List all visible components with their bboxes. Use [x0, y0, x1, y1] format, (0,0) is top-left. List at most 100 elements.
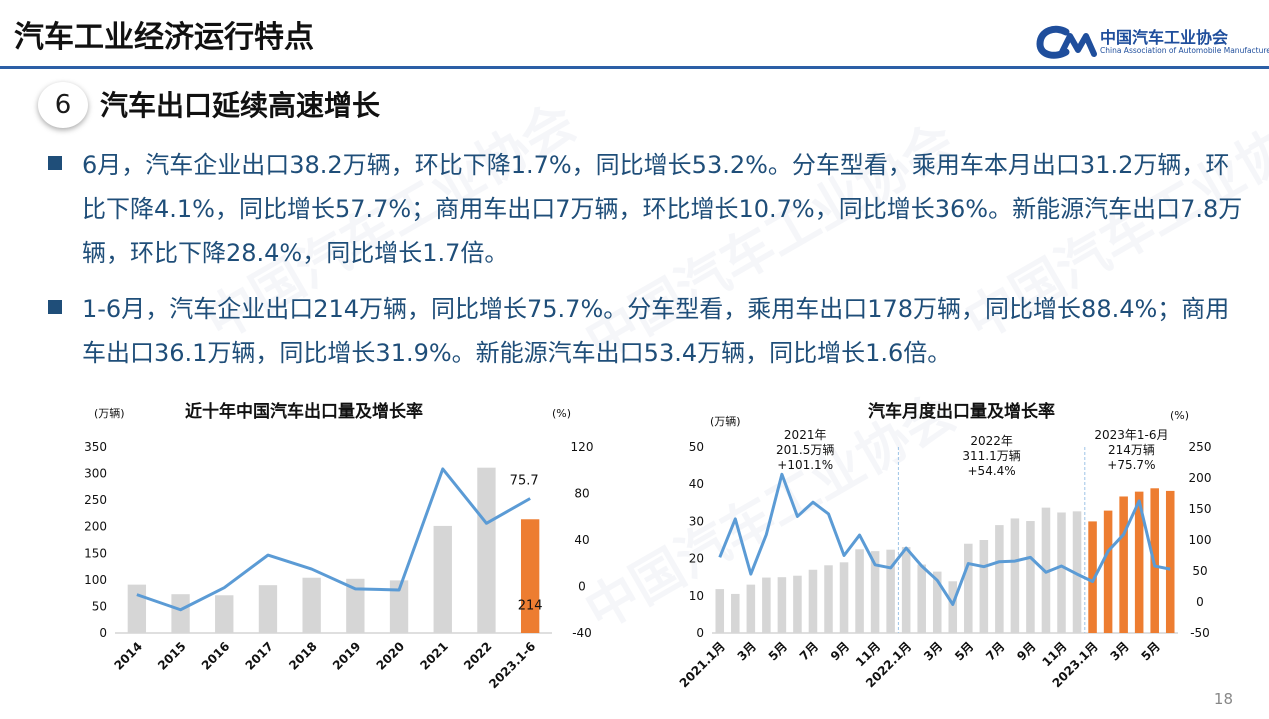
x-tick-label: 2020 [374, 639, 408, 673]
bar [302, 577, 321, 633]
data-label: 214 [518, 598, 543, 613]
bar [520, 519, 540, 633]
bar [1072, 511, 1082, 633]
x-tick-label: 7月 [983, 639, 1007, 663]
bar [964, 543, 973, 633]
y-tick-label: 20 [689, 552, 704, 566]
bar [1057, 512, 1066, 633]
bar [995, 525, 1004, 633]
x-tick-label: 2023.1-6 [486, 639, 538, 691]
x-tick-label: 2016 [199, 639, 233, 673]
x-tick-label: 3月 [735, 639, 759, 663]
y2-tick-label: 100 [1189, 533, 1212, 547]
bar [886, 549, 895, 633]
x-tick-label: 2021 [417, 639, 451, 673]
annotation-label: 214万辆 [1108, 443, 1155, 457]
bar [855, 549, 864, 633]
y-tick-label: 30 [689, 514, 704, 528]
bar [171, 594, 190, 633]
monthly-export-chart: 汽车月度出口量及增长率 (万辆) (%) 0 10 20 30 40 50 -50 0 50 10… [677, 401, 1212, 690]
y-tick-label: 350 [84, 440, 107, 454]
y2-axis-label: (%) [1170, 409, 1189, 422]
bar [1010, 518, 1020, 633]
page-header-title: 汽车工业经济运行特点 [14, 20, 314, 55]
y-axis-label: (万辆) [94, 406, 125, 420]
y-axis-label: (万辆) [710, 414, 741, 428]
y2-tick-label: 0 [578, 580, 586, 594]
bar [731, 593, 740, 633]
annotation-label: +75.7% [1107, 458, 1155, 472]
x-tick-label: 9月 [1014, 639, 1038, 663]
bar [979, 540, 989, 633]
y2-tick-label: -40 [572, 626, 592, 640]
bar [215, 595, 234, 633]
x-tick-label: 2019 [330, 639, 364, 673]
series-line [718, 472, 1171, 606]
y2-tick-label: 200 [1189, 471, 1212, 485]
logo-chinese-name: 中国汽车工业协会 [1100, 28, 1229, 47]
y2-tick-label: 0 [1196, 595, 1204, 609]
bullet-item: 1-6月，汽车企业出口214万辆，同比增长75.7%。分车型看，乘用车出口178… [48, 287, 1248, 382]
logo-english-name: China Association of Automobile Manufact… [1100, 46, 1269, 55]
chart-title: 近十年中国汽车出口量及增长率 [185, 401, 423, 422]
section-title: 汽车出口延续高速增长 [100, 89, 381, 122]
y-tick-label: 0 [99, 626, 107, 640]
y-tick-label: 250 [84, 493, 107, 507]
bar [762, 577, 771, 633]
y2-tick-label: 250 [1189, 440, 1212, 454]
y-tick-label: 0 [696, 626, 704, 640]
y2-axis-label: (%) [552, 407, 571, 420]
y-tick-label: 50 [689, 440, 704, 454]
x-tick-label: 2014 [111, 639, 145, 673]
annotation-label: 2021年 [784, 428, 827, 442]
x-tick-label: 9月 [828, 639, 852, 663]
annotation-label: 201.5万辆 [776, 443, 834, 457]
y2-tick-label: 80 [574, 487, 589, 501]
bar [1165, 490, 1175, 633]
x-tick-label: 3月 [921, 639, 945, 663]
y-tick-label: 40 [689, 477, 704, 491]
caam-logo-icon [1036, 25, 1097, 59]
x-tick-label: 2022 [461, 639, 495, 673]
y-tick-label: 100 [84, 573, 107, 587]
annotation-label: 311.1万辆 [962, 449, 1020, 463]
caam-logo: 中国汽车工业协会 China Association of Automobile… [1036, 22, 1269, 62]
y-tick-label: 150 [84, 546, 107, 560]
bar [824, 565, 833, 633]
y2-tick-label: 150 [1189, 502, 1212, 516]
bar [1134, 491, 1144, 633]
x-tick-label: 5月 [766, 639, 790, 663]
x-tick-label: 5月 [952, 639, 976, 663]
page-number: 18 [1213, 690, 1233, 708]
bar [433, 525, 452, 633]
x-tick-label: 5月 [1139, 639, 1163, 663]
data-label: 75.7 [510, 473, 539, 488]
bar [477, 467, 496, 633]
x-tick-label: 2018 [286, 639, 320, 673]
y-tick-label: 300 [84, 467, 107, 481]
bar [917, 564, 926, 633]
x-tick-label: 2021.1月 [677, 639, 728, 690]
y-tick-label: 200 [84, 520, 107, 534]
y-tick-label: 10 [689, 589, 704, 603]
bar [901, 547, 911, 633]
bar [948, 581, 958, 633]
series-line [136, 467, 531, 612]
bullet-item: 6月，汽车企业出口38.2万辆，环比下降1.7%，同比增长53.2%。分车型看，… [48, 143, 1248, 283]
y2-tick-label: 120 [571, 440, 594, 454]
bar [870, 551, 880, 633]
x-tick-label: 2017 [243, 639, 277, 673]
x-tick-label: 7月 [797, 639, 821, 663]
bar [715, 589, 725, 633]
bar [127, 584, 147, 633]
annotation-label: +54.4% [968, 464, 1016, 478]
bullet-square-icon [48, 156, 62, 170]
annotation-label: +101.1% [777, 458, 833, 472]
x-tick-label: 2015 [155, 639, 189, 673]
section-number-badge: 6 [38, 82, 88, 128]
bar [932, 571, 942, 633]
annual-export-chart: 近十年中国汽车出口量及增长率 (万辆) (%) 0 50 100 150 200 250 3… [84, 401, 594, 691]
bar [258, 585, 278, 633]
y2-tick-label: 50 [1192, 564, 1207, 578]
x-tick-label: 3月 [1107, 639, 1131, 663]
